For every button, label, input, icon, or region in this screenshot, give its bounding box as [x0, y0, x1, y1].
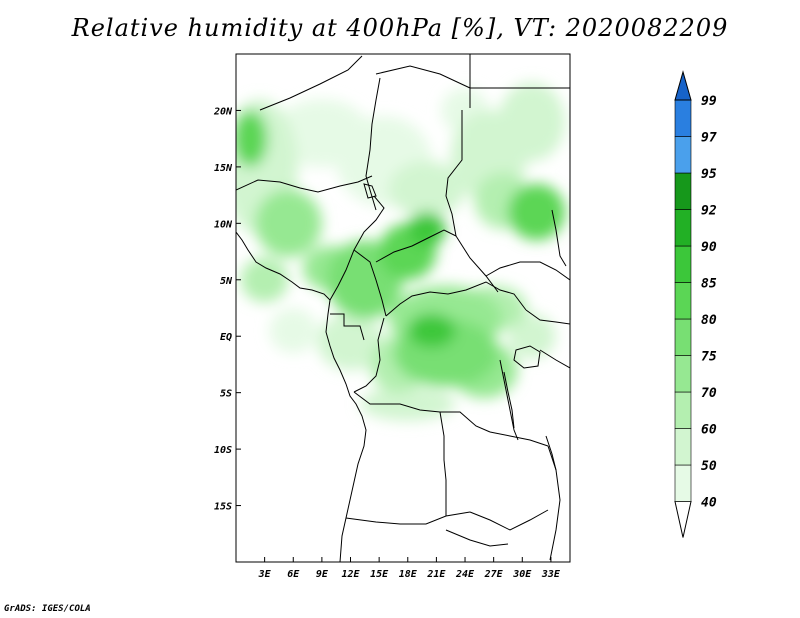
lon-tick-label: 15E [370, 569, 389, 580]
lat-tick-label: 15S [214, 502, 232, 513]
colorbar-segment [674, 172, 692, 210]
humidity-region-7 [498, 82, 566, 162]
border-botswana [445, 529, 509, 547]
lat-tick-label: 5S [220, 389, 232, 400]
colorbar-segment [674, 355, 692, 393]
colorbar-label: 85 [701, 277, 717, 292]
border-ethiopia [551, 209, 567, 267]
colorbar-upper-extend [674, 70, 692, 101]
coastline-west-africa [236, 231, 367, 562]
lat-tick-label: 20N [213, 106, 233, 117]
border-drc-angola [353, 391, 491, 433]
map-title: Relative humidity at 400hPa [%], VT: 202… [71, 14, 729, 42]
lake-chad [363, 183, 377, 199]
lat-tick-label: 10S [214, 445, 232, 456]
colorbar-segment [674, 245, 692, 283]
colorbar: 40 50 60 70 75 80 85 90 92 95 97 99 [674, 70, 717, 538]
border-uganda-kenya [525, 309, 570, 325]
colorbar-segment [674, 136, 692, 174]
colorbar-label: 70 [701, 386, 717, 401]
border-congo-drc [353, 317, 385, 393]
lon-tick-label: 30E [512, 569, 532, 580]
border-sudan-ss [485, 261, 570, 281]
country-borders [236, 54, 570, 562]
humidity-region-5 [388, 161, 466, 218]
lon-tick-label: 27E [484, 569, 504, 580]
lat-tick-label: 15N [214, 163, 233, 174]
humidity-region-9 [360, 387, 456, 421]
colorbar-segment [674, 99, 692, 137]
lon-tick-label: 18E [399, 569, 418, 580]
humidity-region-24 [407, 212, 446, 246]
border-tanzania [539, 349, 570, 369]
lat-tick-label: 5N [220, 276, 233, 287]
latitude-axis: 20N 15N 10N 5N EQ 5S 10S 15S [213, 106, 241, 513]
border-cameroon-car [353, 249, 387, 317]
humidity-region-10 [507, 313, 556, 359]
humidity-region-15 [255, 189, 322, 258]
colorbar-label: 92 [701, 204, 717, 219]
border-mozambique [547, 445, 561, 561]
longitude-axis: 3E 6E 9E 12E 15E 18E 21E 24E 27E 30E 33E [258, 557, 561, 580]
lake-victoria [513, 345, 541, 369]
grads-credit: GrADS: IGES/COLA [4, 604, 91, 614]
colorbar-segment [674, 464, 692, 502]
border-niger-chad [365, 77, 381, 211]
border-gabon [330, 313, 365, 341]
border-sahara-north [259, 55, 363, 111]
border-angola-zambia [439, 411, 447, 516]
lon-tick-label: 21E [426, 569, 446, 580]
map-frame [235, 53, 571, 563]
border-mali-niger [236, 175, 373, 193]
humidity-region-11 [240, 257, 289, 303]
colorbar-label: 95 [701, 167, 717, 182]
lon-tick-label: 24E [455, 569, 475, 580]
colorbar-label: 75 [701, 350, 717, 365]
border-nigeria-cameroon [329, 195, 385, 301]
lon-tick-label: 3E [258, 569, 272, 580]
humidity-region-21 [236, 110, 268, 167]
humidity-region-25 [407, 313, 456, 348]
border-zimbabwe [469, 509, 549, 531]
lon-tick-label: 33E [541, 569, 561, 580]
colorbar-label: 60 [701, 423, 717, 438]
colorbar-label: 80 [701, 313, 717, 328]
lake-malawi [545, 435, 557, 471]
lat-tick-label: EQ [220, 332, 232, 343]
colorbar-label: 90 [701, 240, 717, 255]
colorbar-label: 50 [701, 459, 717, 474]
border-zambia-tanzania [489, 431, 549, 447]
humidity-region-3 [269, 308, 318, 354]
colorbar-segment [674, 391, 692, 429]
lon-tick-label: 6E [287, 569, 300, 580]
colorbar-segment [674, 282, 692, 320]
lake-tanganyika [503, 371, 515, 429]
lon-tick-label: 9E [316, 569, 329, 580]
border-drc-east [499, 359, 519, 441]
humidity-region-23 [507, 183, 566, 241]
colorbar-label: 40 [701, 496, 717, 511]
border-angola-namibia [345, 511, 471, 525]
humidity-field [236, 82, 566, 421]
colorbar-segment [674, 428, 692, 466]
border-car-drc [385, 281, 527, 317]
lat-tick-label: 10N [214, 219, 233, 230]
border-chad-sudan [445, 110, 499, 293]
colorbar-label: 99 [701, 94, 717, 109]
colorbar-label: 97 [701, 131, 717, 146]
colorbar-lower-extend [674, 501, 692, 538]
colorbar-segment [674, 209, 692, 247]
border-car-chad [375, 229, 457, 263]
lon-tick-label: 12E [341, 569, 360, 580]
colorbar-segment [674, 318, 692, 356]
